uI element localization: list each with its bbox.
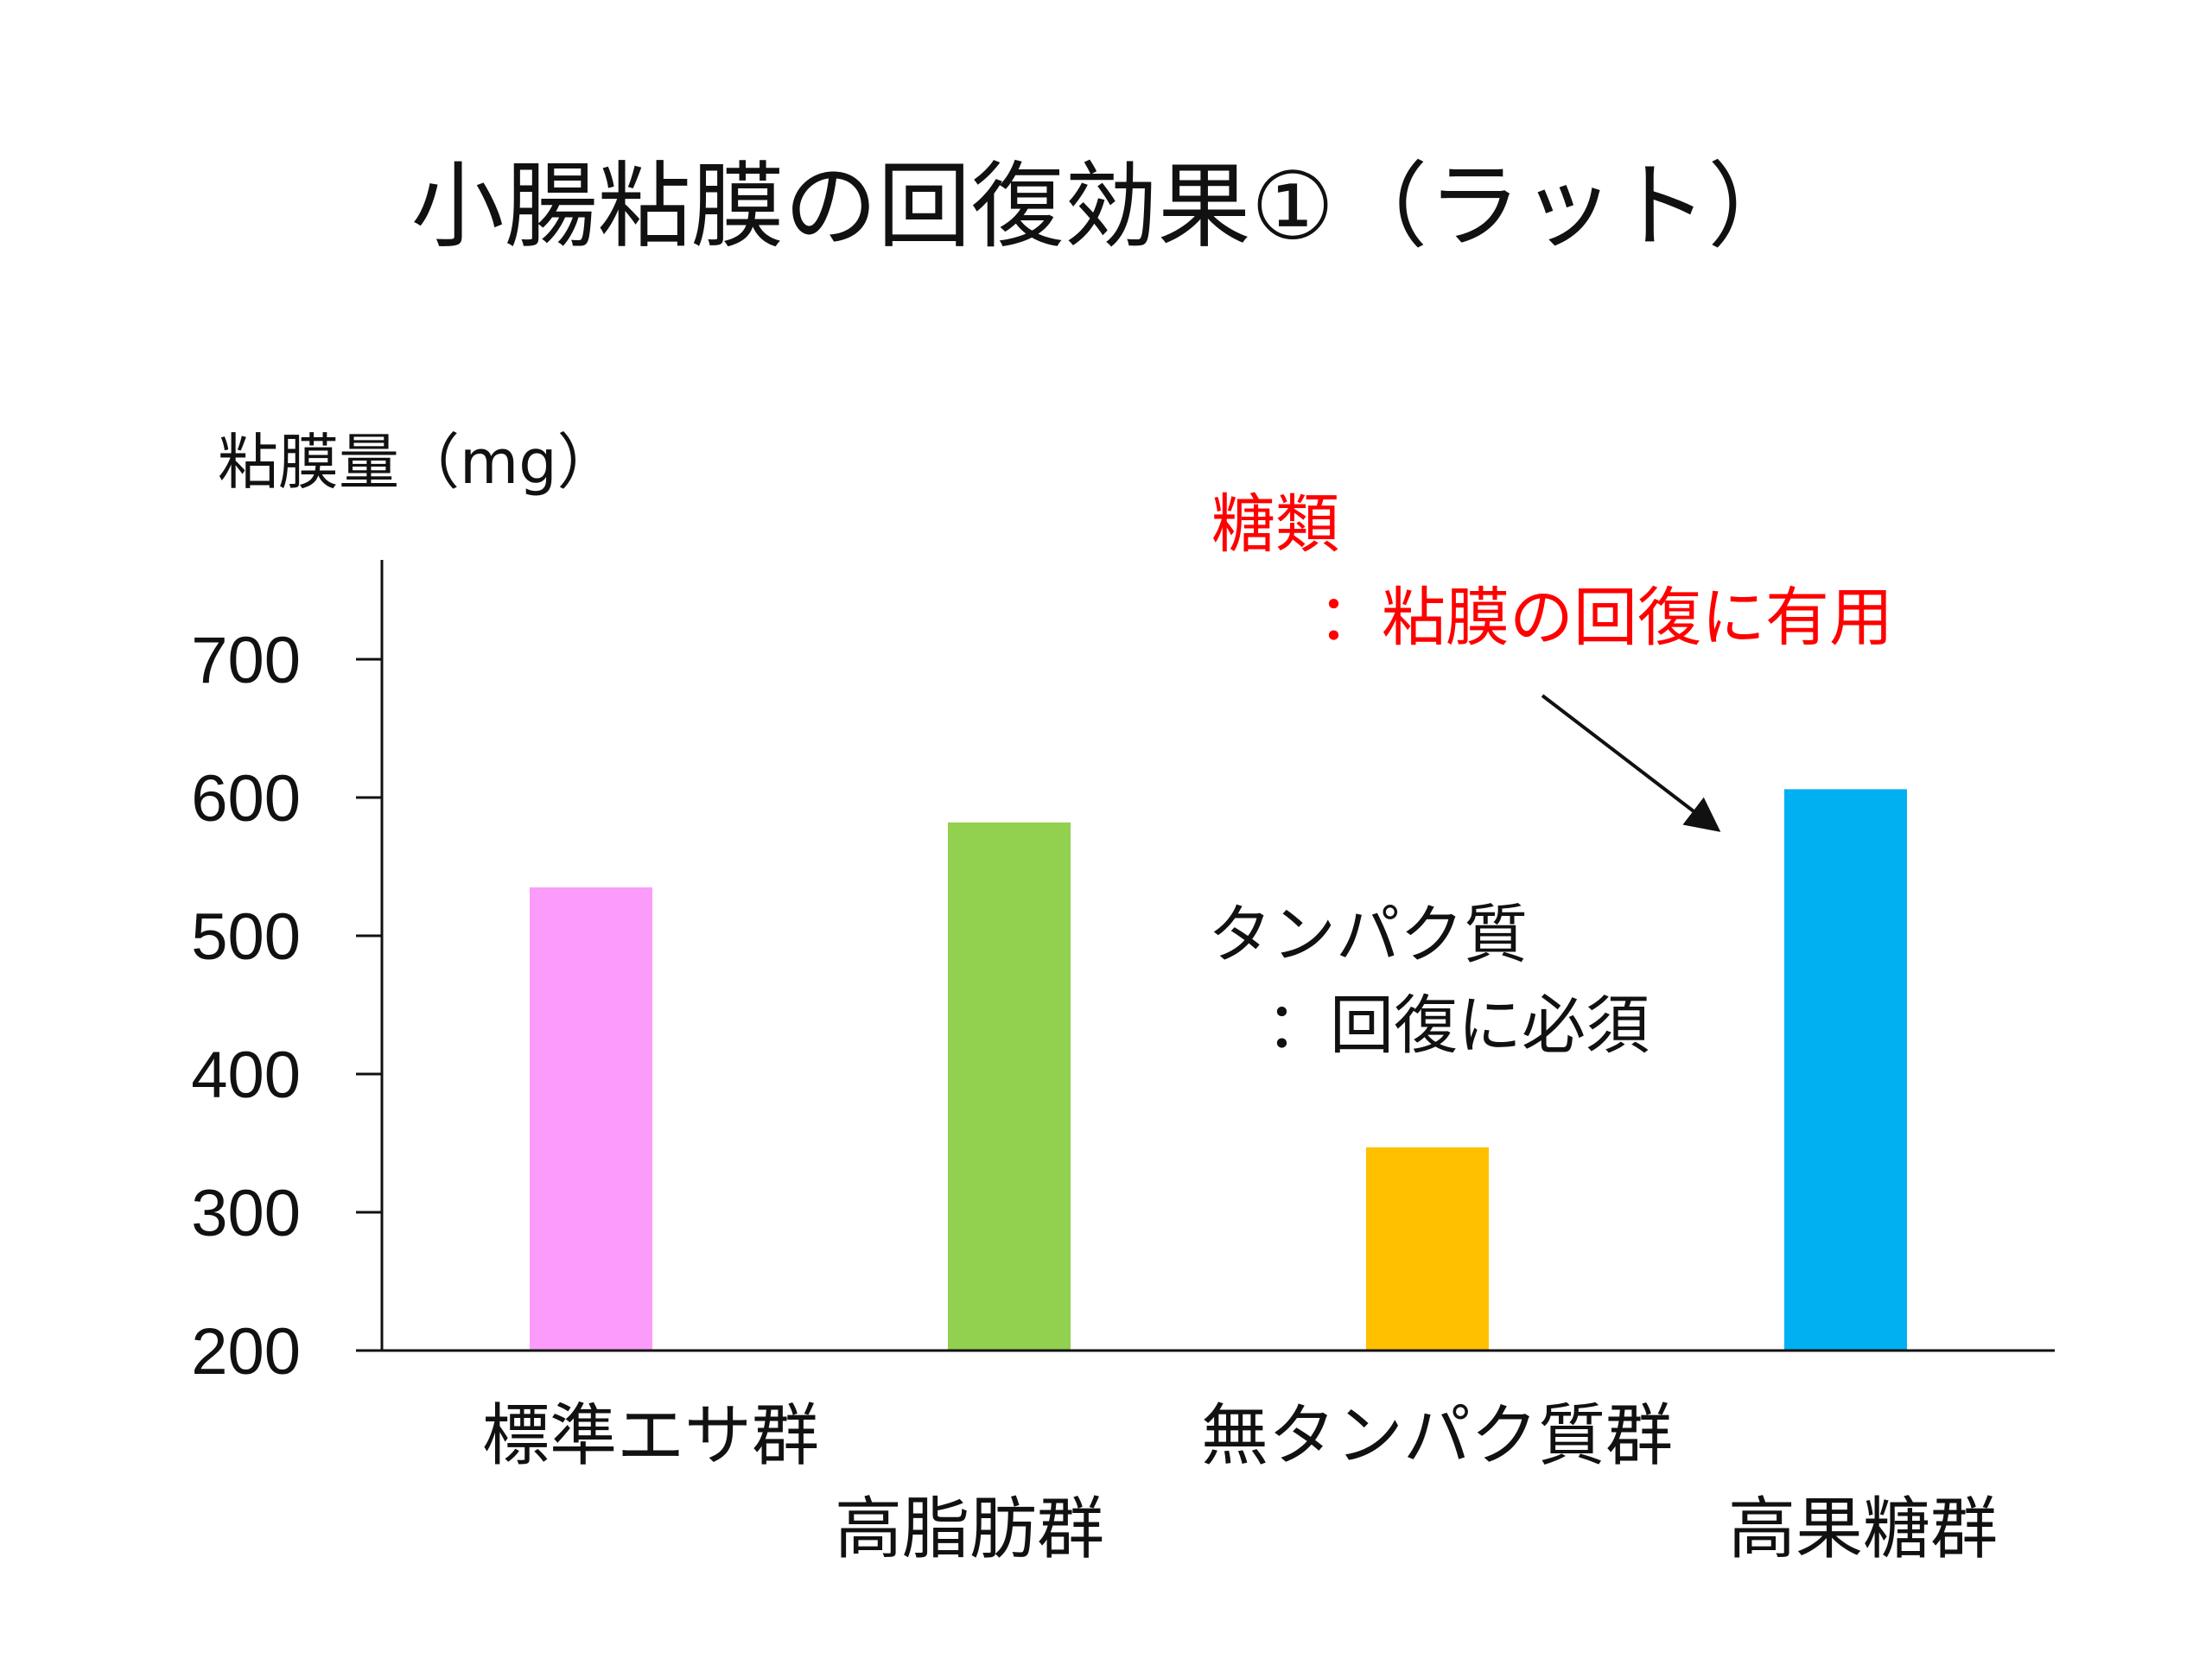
annotation-arrow: [1541, 694, 1721, 832]
protein-annotation-line2: ：回復に必須: [1266, 988, 1649, 1063]
y-tick-label-300: 300: [191, 1177, 301, 1250]
category-label-high-fructose: 高果糖群: [1728, 1491, 1999, 1568]
category-label-high-fat: 高脂肪群: [835, 1491, 1105, 1568]
category-label-no-protein: 無タンパク質群: [1201, 1397, 1674, 1475]
bar-3: [1784, 789, 1907, 1351]
y-axis-label: 粘膜量（mg）: [218, 427, 618, 498]
protein-annotation-line1: タンパク質: [1208, 898, 1528, 972]
category-label-standard: 標準エサ群: [482, 1397, 820, 1475]
bar-1: [948, 822, 1071, 1351]
y-tick-label-200: 200: [191, 1315, 301, 1389]
sugar-annotation-line2: ：粘膜の回復に有用: [1318, 581, 1893, 655]
sugar-annotation-line1: 糖類: [1211, 487, 1339, 562]
y-tick-label-700: 700: [191, 624, 301, 697]
y-tick-label-400: 400: [191, 1039, 301, 1112]
slide-title: 小腸粘膜の回復効果①（ラット）: [410, 153, 1802, 261]
bar-2: [1366, 1147, 1489, 1351]
y-tick-label-600: 600: [191, 762, 301, 836]
bar-0: [530, 887, 652, 1351]
bars-layer: [530, 789, 1907, 1351]
axes-layer: 200 300 400 500 600 700: [191, 560, 2055, 1389]
y-tick-label-500: 500: [191, 900, 301, 974]
